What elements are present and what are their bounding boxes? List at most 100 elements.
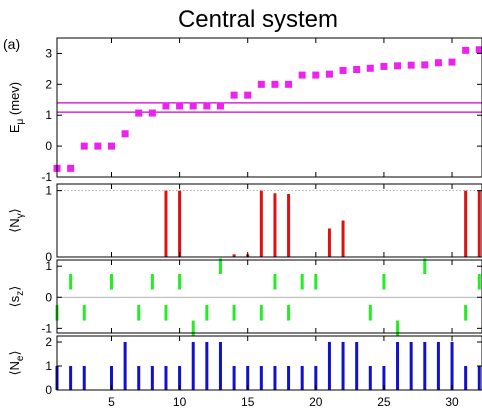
y-tick-label: 3 xyxy=(45,46,52,60)
bar xyxy=(205,305,209,321)
y-axis-label: ⟨sz⟩ xyxy=(7,286,26,308)
bar xyxy=(259,305,263,321)
data-point xyxy=(394,62,402,70)
data-point xyxy=(176,102,184,110)
bar xyxy=(464,190,468,257)
data-point xyxy=(162,102,170,110)
x-tick-label: 30 xyxy=(445,395,459,408)
bar xyxy=(409,342,413,390)
bar xyxy=(232,366,236,390)
bar xyxy=(450,342,454,390)
y-tick-label: 0 xyxy=(45,250,52,264)
bar xyxy=(164,305,168,321)
data-point xyxy=(407,61,415,69)
data-point xyxy=(298,71,306,79)
bar xyxy=(423,258,427,274)
data-point xyxy=(325,70,333,78)
bar xyxy=(109,366,113,390)
data-point xyxy=(94,142,102,150)
panel-label: (a) xyxy=(3,36,20,52)
figure-title: Central system xyxy=(178,6,338,33)
bar xyxy=(355,342,359,390)
y-tick-label: 1 xyxy=(45,259,52,273)
bar xyxy=(246,366,250,390)
plot-frame xyxy=(56,335,482,391)
data-point xyxy=(434,59,442,67)
data-point xyxy=(148,109,156,117)
bar xyxy=(314,366,318,390)
y-tick-label: 0 xyxy=(45,139,52,153)
bar xyxy=(259,190,263,257)
bar xyxy=(232,305,236,321)
bar xyxy=(69,273,73,290)
plot-frame xyxy=(56,183,482,258)
data-point xyxy=(421,61,429,69)
bar xyxy=(232,254,236,257)
chart-Ne: 0 1 2 ⟨Ne⟩ 5 10 15 20 25 30 xyxy=(7,335,482,408)
bar xyxy=(382,366,386,390)
bar xyxy=(164,366,168,390)
y-tick-label: 0 xyxy=(45,290,52,304)
data-point xyxy=(366,64,374,72)
bar xyxy=(178,273,182,290)
x-tick-label: 15 xyxy=(241,395,255,408)
bar xyxy=(82,305,86,321)
data-point xyxy=(353,66,361,74)
bar xyxy=(273,366,277,390)
bar xyxy=(205,342,209,390)
data-point xyxy=(462,46,470,54)
data-point xyxy=(257,80,265,88)
bar xyxy=(477,366,481,390)
data-point xyxy=(271,80,279,88)
bar xyxy=(137,305,141,321)
bar xyxy=(287,305,291,321)
data-point xyxy=(380,62,388,70)
data-point xyxy=(80,142,88,150)
bar xyxy=(191,342,195,390)
bar xyxy=(341,220,345,257)
data-point xyxy=(312,71,320,79)
y-tick-label: 2 xyxy=(45,77,52,91)
bar xyxy=(368,305,372,321)
data-point xyxy=(107,142,115,150)
bar xyxy=(178,366,182,390)
plot-frame xyxy=(56,37,482,178)
y-tick-label: -1 xyxy=(41,170,52,184)
y-tick-label: 1 xyxy=(45,108,52,122)
x-tick-label: 25 xyxy=(377,395,391,408)
plot-frame xyxy=(56,259,482,334)
bar xyxy=(464,366,468,390)
chart-energies: -1 0 1 2 3 Eμ (mev) xyxy=(7,37,482,184)
bar xyxy=(477,273,481,290)
bar xyxy=(273,273,277,290)
bar xyxy=(150,273,154,290)
data-point xyxy=(216,102,224,110)
bar xyxy=(218,258,222,274)
x-tick-label: 10 xyxy=(173,395,187,408)
y-axis-label: ⟨Ne⟩ xyxy=(7,350,26,375)
data-point xyxy=(448,58,456,66)
chart-sz: -1 0 1 ⟨sz⟩ xyxy=(7,258,482,337)
y-axis-label: ⟨Nγ⟩ xyxy=(7,208,26,233)
bar xyxy=(218,342,222,390)
bar xyxy=(82,366,86,390)
bar xyxy=(341,342,345,390)
data-point xyxy=(203,102,211,110)
data-point xyxy=(189,102,197,110)
bar xyxy=(368,366,372,390)
bar xyxy=(396,320,400,337)
bar xyxy=(464,305,468,321)
bar xyxy=(164,190,168,257)
bar xyxy=(314,273,318,290)
bar xyxy=(327,228,331,257)
data-point xyxy=(475,46,482,54)
y-axis-label: Eμ (mev) xyxy=(7,82,26,133)
bar xyxy=(396,342,400,390)
bar xyxy=(300,273,304,290)
bar xyxy=(382,273,386,290)
bar xyxy=(109,273,113,290)
data-point xyxy=(135,109,143,117)
bar xyxy=(123,342,127,390)
bar xyxy=(300,366,304,390)
